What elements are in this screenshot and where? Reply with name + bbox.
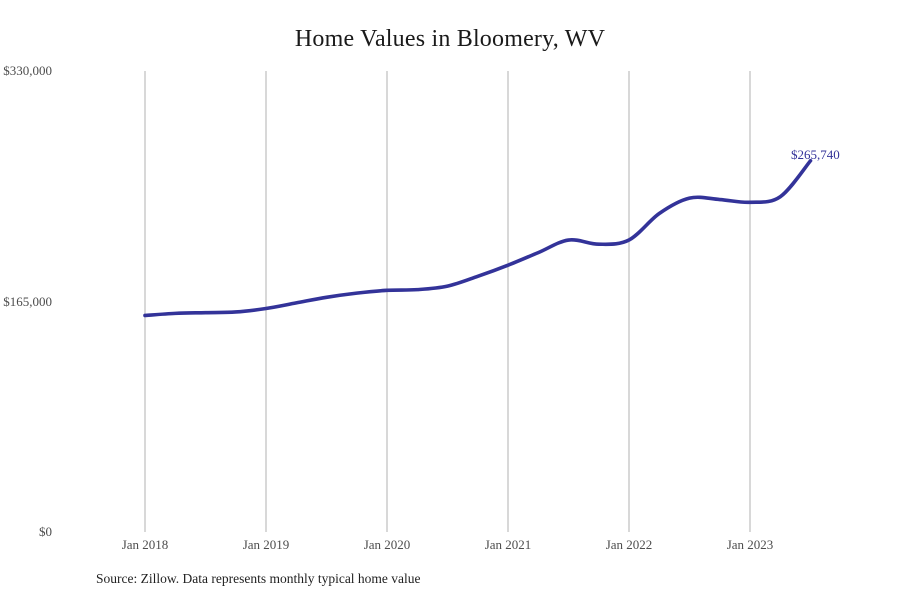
x-axis-tick-label-jan-2023: Jan 2023 [726, 537, 774, 552]
gridlines [144, 71, 751, 532]
last-value-annotation: $265,740 [791, 147, 840, 162]
x-axis-tick-label-jan-2019: Jan 2019 [242, 537, 290, 552]
y-axis-tick-label-330000: $330,000 [3, 63, 52, 78]
x-axis-tick-label-jan-2022: Jan 2022 [605, 537, 653, 552]
x-axis-tick-label-jan-2021: Jan 2021 [484, 537, 532, 552]
data-series-line [143, 158, 813, 318]
x-axis-tick-label-jan-2018: Jan 2018 [121, 537, 169, 552]
source-note: Source: Zillow. Data represents monthly … [96, 571, 421, 586]
y-axis-tick-label-0: $0 [39, 524, 52, 539]
chart-title: Home Values in Bloomery, WV [294, 26, 606, 52]
x-axis-tick-label-jan-2020: Jan 2020 [363, 537, 411, 552]
y-axis-tick-label-165000: $165,000 [3, 294, 52, 309]
